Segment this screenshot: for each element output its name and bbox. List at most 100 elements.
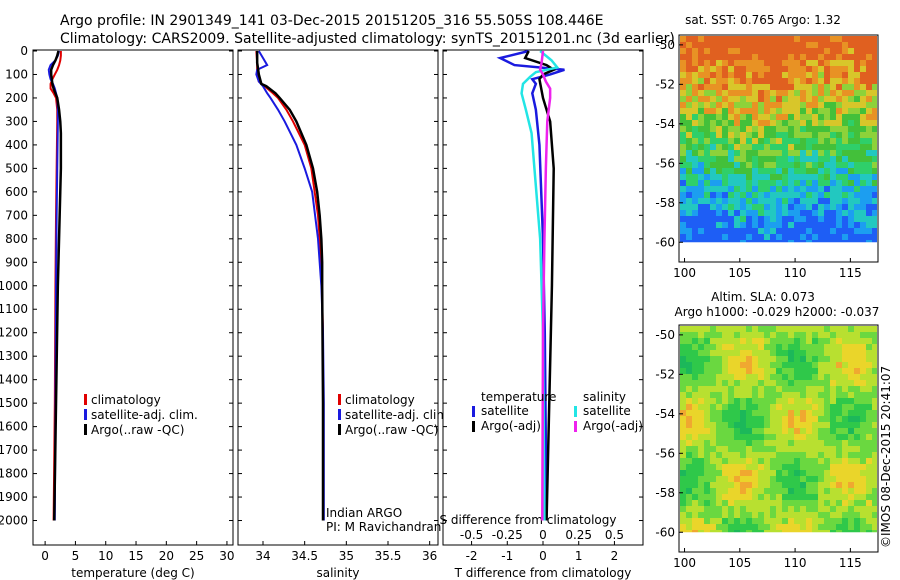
map-cell: [782, 512, 788, 518]
map-cell: [734, 120, 740, 126]
map-cell: [842, 410, 848, 416]
map-cell: [800, 434, 806, 440]
depth-tick-label: 400: [5, 138, 28, 152]
map-cell: [740, 488, 746, 494]
map-cell: [842, 228, 848, 234]
map-cell: [734, 332, 740, 338]
map-cell: [824, 410, 830, 416]
map-cell: [758, 210, 764, 216]
map-cell: [842, 398, 848, 404]
map-cell: [824, 186, 830, 192]
map-cell: [752, 78, 758, 84]
map-cell: [866, 90, 872, 96]
map-cell: [818, 156, 824, 162]
map-cell: [764, 356, 770, 362]
map-cell: [704, 216, 710, 222]
map-cell: [854, 518, 860, 524]
map-cell: [818, 344, 824, 350]
map-cell: [866, 156, 872, 162]
map-cell: [806, 380, 812, 386]
map-cell: [818, 198, 824, 204]
map-cell: [680, 452, 686, 458]
map-cell: [812, 228, 818, 234]
map-cell: [758, 530, 764, 533]
map-cell: [788, 488, 794, 494]
map-cell: [686, 198, 692, 204]
map-cell: [860, 90, 866, 96]
map-cell: [710, 120, 716, 126]
map-cell: [728, 470, 734, 476]
legend-swatch: [84, 409, 87, 420]
map-cell: [752, 524, 758, 530]
map-cell: [758, 66, 764, 72]
map-cell: [698, 512, 704, 518]
map-cell: [854, 482, 860, 488]
map-cell: [746, 464, 752, 470]
map-cell: [722, 512, 728, 518]
profile-panel-3: -2 -1 0 1 2T difference from climatology-0.5…: [440, 49, 644, 580]
map-cell: [752, 168, 758, 174]
map-cell: [692, 126, 698, 132]
map-cell: [860, 228, 866, 234]
map-cell: [722, 470, 728, 476]
map-y-tick-label: -50: [655, 38, 675, 52]
map-cell: [854, 168, 860, 174]
map-cell: [734, 386, 740, 392]
map-cell: [740, 374, 746, 380]
map-cell: [836, 500, 842, 506]
map-cell: [728, 84, 734, 90]
map-cell: [758, 60, 764, 66]
map-cell: [722, 332, 728, 338]
x-tick-label: 30: [219, 549, 234, 563]
map-cell: [800, 48, 806, 54]
map-cell: [710, 338, 716, 344]
map-cell: [728, 126, 734, 132]
map-y-tick-label: -52: [655, 77, 675, 91]
map-cell: [806, 192, 812, 198]
map-cell: [692, 452, 698, 458]
map-cell: [752, 434, 758, 440]
map-cell: [818, 60, 824, 66]
map-cell: [782, 240, 788, 243]
map-cell: [698, 416, 704, 422]
map-cell: [710, 380, 716, 386]
map-cell: [734, 108, 740, 114]
map-cell: [818, 518, 824, 524]
map-cell: [866, 356, 872, 362]
map-cell: [788, 380, 794, 386]
map-cell: [806, 512, 812, 518]
plot-area: 0100200300400500600700800900100011001200…: [0, 13, 879, 580]
map-cell: [734, 470, 740, 476]
map-cell: [722, 446, 728, 452]
map-cell: [728, 422, 734, 428]
map-cell: [752, 422, 758, 428]
map-cell: [830, 356, 836, 362]
map-cell: [746, 90, 752, 96]
map-cell: [812, 494, 818, 500]
map-cell: [716, 210, 722, 216]
map-cell: [680, 440, 686, 446]
map-cell: [758, 78, 764, 84]
map-cell: [680, 326, 686, 332]
map-cell: [854, 204, 860, 210]
map-cell: [686, 36, 692, 42]
map-cell: [770, 512, 776, 518]
map-cell: [728, 60, 734, 66]
map-cell: [758, 416, 764, 422]
map-cell: [872, 210, 877, 216]
map-cell: [824, 210, 830, 216]
map-cell: [704, 48, 710, 54]
map-cell: [710, 530, 716, 533]
map-cell: [812, 338, 818, 344]
map-cell: [824, 398, 830, 404]
map-cell: [788, 156, 794, 162]
map-cell: [848, 198, 854, 204]
map-cell: [848, 108, 854, 114]
map-cell: [842, 374, 848, 380]
map-cell: [830, 500, 836, 506]
map-cell: [860, 476, 866, 482]
map-cell: [860, 440, 866, 446]
map-cell: [734, 398, 740, 404]
map-cell: [812, 174, 818, 180]
map-cell: [716, 482, 722, 488]
